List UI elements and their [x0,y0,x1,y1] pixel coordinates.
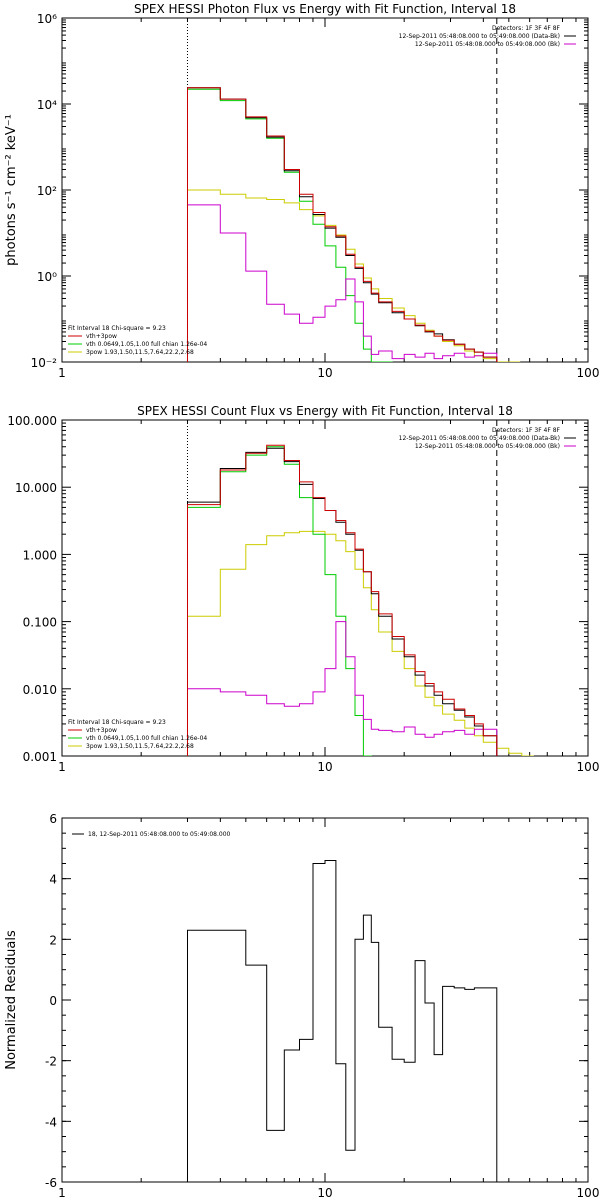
y-tick-label: 10.000 [15,481,57,495]
x-tick-label: 10 [317,1186,332,1200]
legend-entry-label: 3pow 1.93,1.50,11.5,7.64,22.2,2.68 [86,743,194,750]
legend-entry-label: vth 0.0649,1.05,1.00 full chian 1.26e-04 [86,735,207,742]
y-axis-label: Normalized Residuals [4,930,19,1070]
y-tick-label: 10⁶ [37,12,57,26]
legend-entry-label: 12-Sep-2011 05:48:08.000 to 05:49:08.000… [415,41,560,48]
y-tick-label: 4 [49,873,57,887]
y-tick-label: 0.100 [23,616,57,630]
y-tick-label: -2 [45,1055,57,1069]
y-tick-label: 10⁰ [37,270,57,284]
legend-title: Detectors: 1F 3F 4F 8F [492,25,561,32]
x-tick-label: 100 [577,366,600,380]
series-group [187,444,534,756]
legend-entry-label: 12-Sep-2011 05:48:08.000 to 05:49:08.000… [415,443,560,450]
y-axis: 10⁻² 10⁰ 10² 10⁴ 10⁶ [31,12,588,370]
x-tick-label: 100 [577,1186,600,1200]
legend-title: Fit Interval 18 Chi-square = 9.23 [68,325,166,332]
plot-frame [61,419,589,757]
series-total_fit-line [187,87,498,362]
residuals-panel: 1 10 100 -6 -4 -2 0 2 4 6 Normalized Residuals 18, … [4,812,599,1200]
legend-top-left: 18, 12-Sep-2011 05:48:08.000 to 05:49:08… [72,831,231,838]
photon-flux-panel: SPEX HESSI Photon Flux vs Energy with Fi… [4,2,599,380]
series-background-line [187,204,498,362]
count-flux-panel: SPEX HESSI Count Flux vs Energy with Fit… [7,404,599,774]
y-tick-label: 2 [49,933,57,947]
series-group [187,860,498,1182]
y-tick-label: 0.010 [23,683,57,697]
legend-title: Fit Interval 18 Chi-square = 9.23 [68,719,166,726]
series-data-line [187,87,498,362]
series-thermal-line [187,88,393,362]
legend-entry-label: vth+3pow [86,727,117,734]
legend-entry-label: 12-Sep-2011 05:48:08.000 to 05:49:08.000… [399,33,560,40]
series-data-line [187,447,498,756]
series-background-line [187,621,498,756]
y-tick-label: 0.001 [23,750,57,764]
chart-title: SPEX HESSI Photon Flux vs Energy with Fi… [134,2,516,16]
series-nonthermal-line [187,189,521,362]
x-tick-label: 1 [58,1186,66,1200]
y-tick-label: -6 [45,1176,57,1190]
y-tick-label: -4 [45,1115,57,1129]
x-axis: 1 10 100 [58,818,599,1200]
plot-frame [61,817,589,1183]
legend-entry-label: vth+3pow [86,333,117,340]
y-tick-label: 6 [49,812,57,826]
y-axis: 0.001 0.010 0.100 1.000 10.000 100.000 [7,414,588,764]
y-tick-label: 10⁴ [37,98,57,112]
y-tick-label: 1.000 [23,548,57,562]
series-group [187,87,521,362]
x-tick-label: 1 [58,366,66,380]
y-axis: -6 -4 -2 0 2 4 6 [45,812,588,1190]
y-tick-label: 10² [37,184,57,198]
x-tick-label: 10 [317,760,332,774]
legend-entry-label: 12-Sep-2011 05:48:08.000 to 05:49:08.000… [399,435,560,442]
x-tick-label: 1 [58,760,66,774]
x-axis: 1 10 100 [58,18,599,380]
series-total_fit-line [187,444,498,756]
legend-entry-label: 3pow 1.93,1.50,11.5,7.64,22.2,2.68 [86,349,194,356]
x-tick-label: 100 [577,760,600,774]
legend-entry-label: vth 0.0649,1.05,1.00 full chian 1.26e-04 [86,341,207,348]
series-thermal-line [187,446,372,756]
x-tick-label: 10 [317,366,332,380]
legend-entry-label: 18, 12-Sep-2011 05:48:08.000 to 05:49:08… [88,831,231,838]
y-tick-label: 0 [49,994,57,1008]
legend-bottom-left: Fit Interval 18 Chi-square = 9.23vth+3po… [68,325,207,356]
series-residuals-line [187,860,498,1182]
chart-title: SPEX HESSI Count Flux vs Energy with Fit… [137,404,513,418]
y-tick-label: 10⁻² [31,356,58,370]
y-tick-label: 100.000 [7,414,57,428]
legend-title: Detectors: 1F 3F 4F 8F [492,427,561,434]
y-axis-label: photons s⁻¹ cm⁻² keV⁻¹ [4,114,19,266]
legend-bottom-left: Fit Interval 18 Chi-square = 9.23vth+3po… [68,719,207,750]
